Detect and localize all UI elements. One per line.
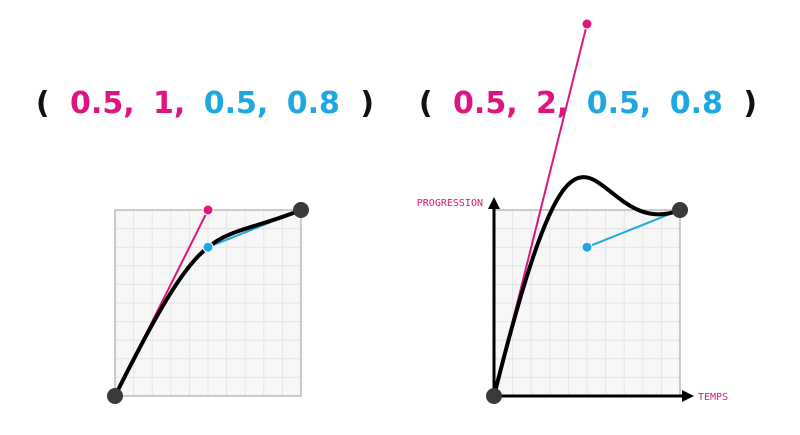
handle-p2-line [586,209,681,249]
title-x2: 0.5, [204,86,269,121]
title-right: ( 0.5, 2, 0.5, 0.8 ) [419,86,757,121]
control-point-p2[interactable] [581,241,593,253]
title-close-paren: ) [360,86,374,121]
title-y1: 2, [536,86,568,121]
title-x2: 0.5, [587,86,652,121]
control-point-p1[interactable] [202,204,214,216]
bezier-curve [492,175,682,398]
end-point [293,202,309,218]
x-axis-arrow-icon [682,390,694,402]
title-y2: 0.8 [670,86,723,121]
title-open-paren: ( [419,86,433,121]
title-x1: 0.5, [70,86,135,121]
start-point [486,388,502,404]
title-left: ( 0.5, 1, 0.5, 0.8 ) [36,86,374,121]
y-axis-label: PROGRESSION [417,198,483,209]
y-axis-arrow-icon [488,197,500,209]
title-x1: 0.5, [453,86,518,121]
control-point-p1[interactable] [581,18,593,30]
title-y2: 0.8 [287,86,340,121]
start-point [107,388,123,404]
grid [115,210,301,396]
x-axis-label: TEMPS [698,392,728,403]
title-y1: 1, [153,86,185,121]
title-close-paren: ) [743,86,757,121]
control-point-p2[interactable] [202,241,214,253]
diagram-left: ( 0.5, 1, 0.5, 0.8 ) [36,86,374,404]
diagram-right: ( 0.5, 2, 0.5, 0.8 ) PROGRESSION TEMPS [417,18,757,404]
title-open-paren: ( [36,86,50,121]
end-point [672,202,688,218]
